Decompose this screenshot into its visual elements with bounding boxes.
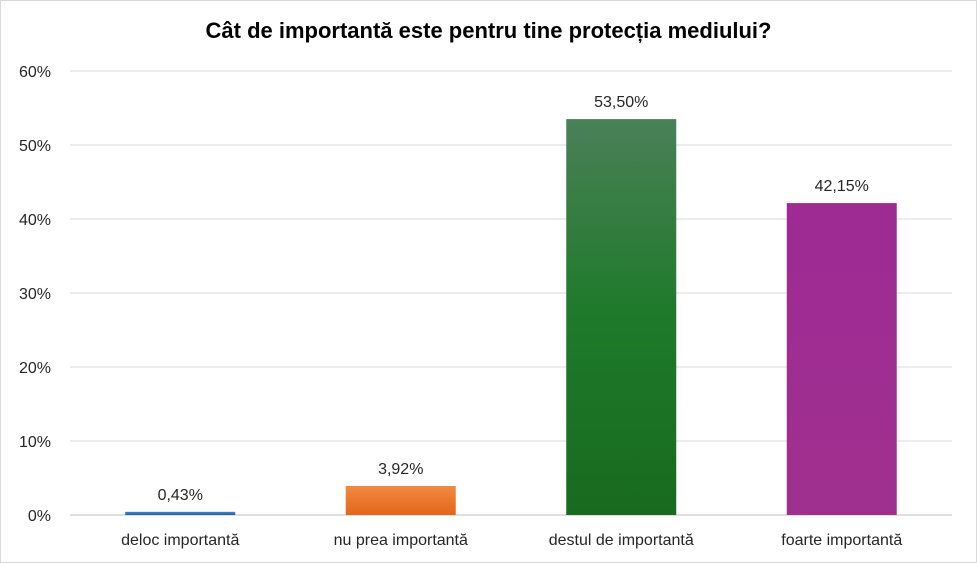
y-tick-label: 10% bbox=[19, 434, 51, 451]
y-tick-label: 30% bbox=[19, 286, 51, 303]
bar bbox=[786, 203, 897, 515]
y-tick-label: 0% bbox=[28, 508, 51, 525]
category-label: destul de importantă bbox=[549, 532, 694, 549]
y-axis-ticks: 0% 10% 20% 30% 40% 50% 60% bbox=[19, 64, 51, 525]
y-tick-label: 20% bbox=[19, 360, 51, 377]
data-labels: 0,43% 3,92% 53,50% 42,15% bbox=[158, 94, 869, 504]
category-labels: deloc importantă nu prea importantă destul… bbox=[121, 532, 902, 549]
y-tick-label: 40% bbox=[19, 212, 51, 229]
category-label: deloc importantă bbox=[121, 532, 239, 549]
data-label: 42,15% bbox=[815, 178, 869, 195]
data-label: 53,50% bbox=[594, 94, 648, 111]
bar bbox=[125, 511, 236, 515]
bar bbox=[345, 485, 456, 515]
category-label: nu prea importantă bbox=[334, 532, 468, 549]
bar bbox=[566, 119, 677, 515]
data-label: 3,92% bbox=[378, 461, 423, 478]
y-tick-label: 60% bbox=[19, 64, 51, 81]
chart-title: Cât de importantă este pentru tine prote… bbox=[205, 18, 772, 43]
bars bbox=[125, 119, 897, 515]
category-label: foarte importantă bbox=[781, 532, 902, 549]
y-tick-label: 50% bbox=[19, 138, 51, 155]
data-label: 0,43% bbox=[158, 487, 203, 504]
